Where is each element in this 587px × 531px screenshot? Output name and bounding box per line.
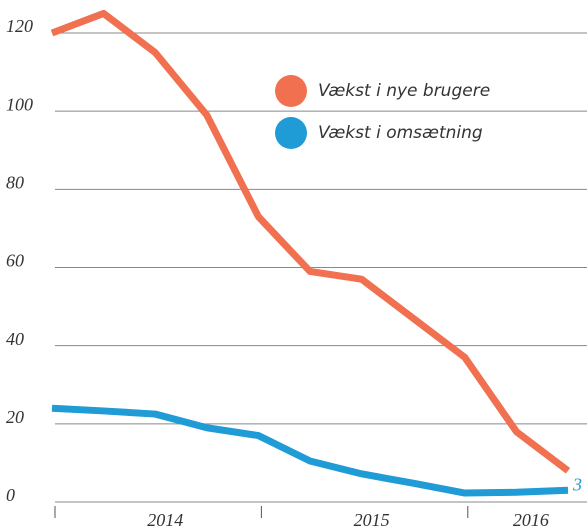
- y-tick-label: 120: [6, 16, 33, 36]
- y-tick-label: 20: [6, 407, 24, 427]
- series-line: [50, 9, 571, 474]
- legend-swatch: [275, 75, 307, 107]
- legend-text: Vækst i omsætning: [318, 123, 483, 143]
- y-tick-label: 100: [6, 94, 33, 114]
- data-label: 3: [572, 474, 582, 494]
- legend-swatch: [275, 117, 307, 149]
- y-tick-label: 60: [6, 251, 24, 271]
- y-tick-label: 40: [6, 329, 24, 349]
- legend-text: Vækst i nye brugere: [318, 81, 490, 101]
- y-tick-label: 0: [6, 485, 15, 505]
- x-tick-label: 2015: [354, 510, 390, 530]
- y-tick-label: 80: [6, 172, 24, 192]
- x-tick-label: 2016: [513, 510, 549, 530]
- x-tick-label: 2014: [147, 510, 183, 530]
- series-line: [51, 404, 569, 497]
